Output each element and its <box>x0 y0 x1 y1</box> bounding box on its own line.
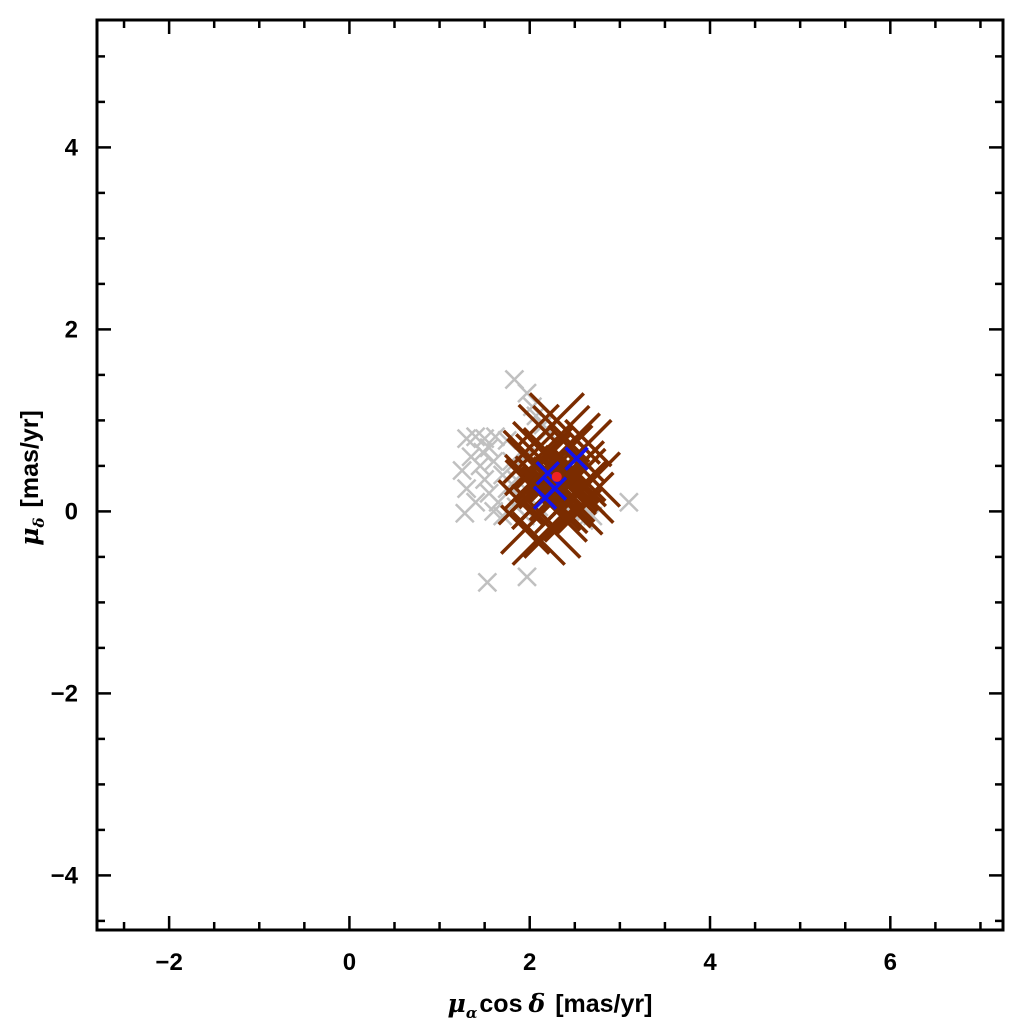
y-tick-label: 2 <box>65 316 78 343</box>
axis-tick-labels: −2 0 2 4 6 −4 −2 0 2 4 <box>51 134 897 976</box>
data-point-cross <box>492 465 513 485</box>
y-tick-label: 4 <box>65 134 79 161</box>
data-point-cross <box>452 460 472 481</box>
data-point-cross <box>517 403 560 447</box>
data-point-cross <box>472 442 493 463</box>
y-tick-label: −4 <box>51 862 79 889</box>
data-point-cross <box>477 572 498 593</box>
data-point-cross <box>564 446 589 471</box>
data-point-cross <box>514 455 563 504</box>
data-point-cross <box>456 478 477 499</box>
x-tick-label: 4 <box>703 949 717 976</box>
plot-frame <box>95 18 1005 932</box>
x-tick-label: 2 <box>523 949 536 976</box>
x-axis-title: μαcos δ [mas/yr] <box>448 989 653 1022</box>
data-points <box>452 369 639 593</box>
data-point-cross <box>474 469 495 490</box>
data-point-cross <box>618 492 639 513</box>
y-tick-label: 0 <box>65 498 78 525</box>
data-point-dot <box>551 471 562 482</box>
data-point-cross <box>542 476 568 501</box>
data-point-cross <box>454 503 475 524</box>
x-tick-label: 0 <box>343 949 356 976</box>
data-point-cross <box>492 506 513 526</box>
y-axis-title: μδ[mas/yr] <box>15 410 48 546</box>
x-tick-label: 6 <box>884 949 897 976</box>
x-tick-label: −2 <box>155 949 182 976</box>
data-point-cross <box>485 426 506 447</box>
data-point-cross <box>517 567 537 587</box>
data-point-cross <box>523 500 582 559</box>
y-tick-label: −2 <box>51 680 78 707</box>
